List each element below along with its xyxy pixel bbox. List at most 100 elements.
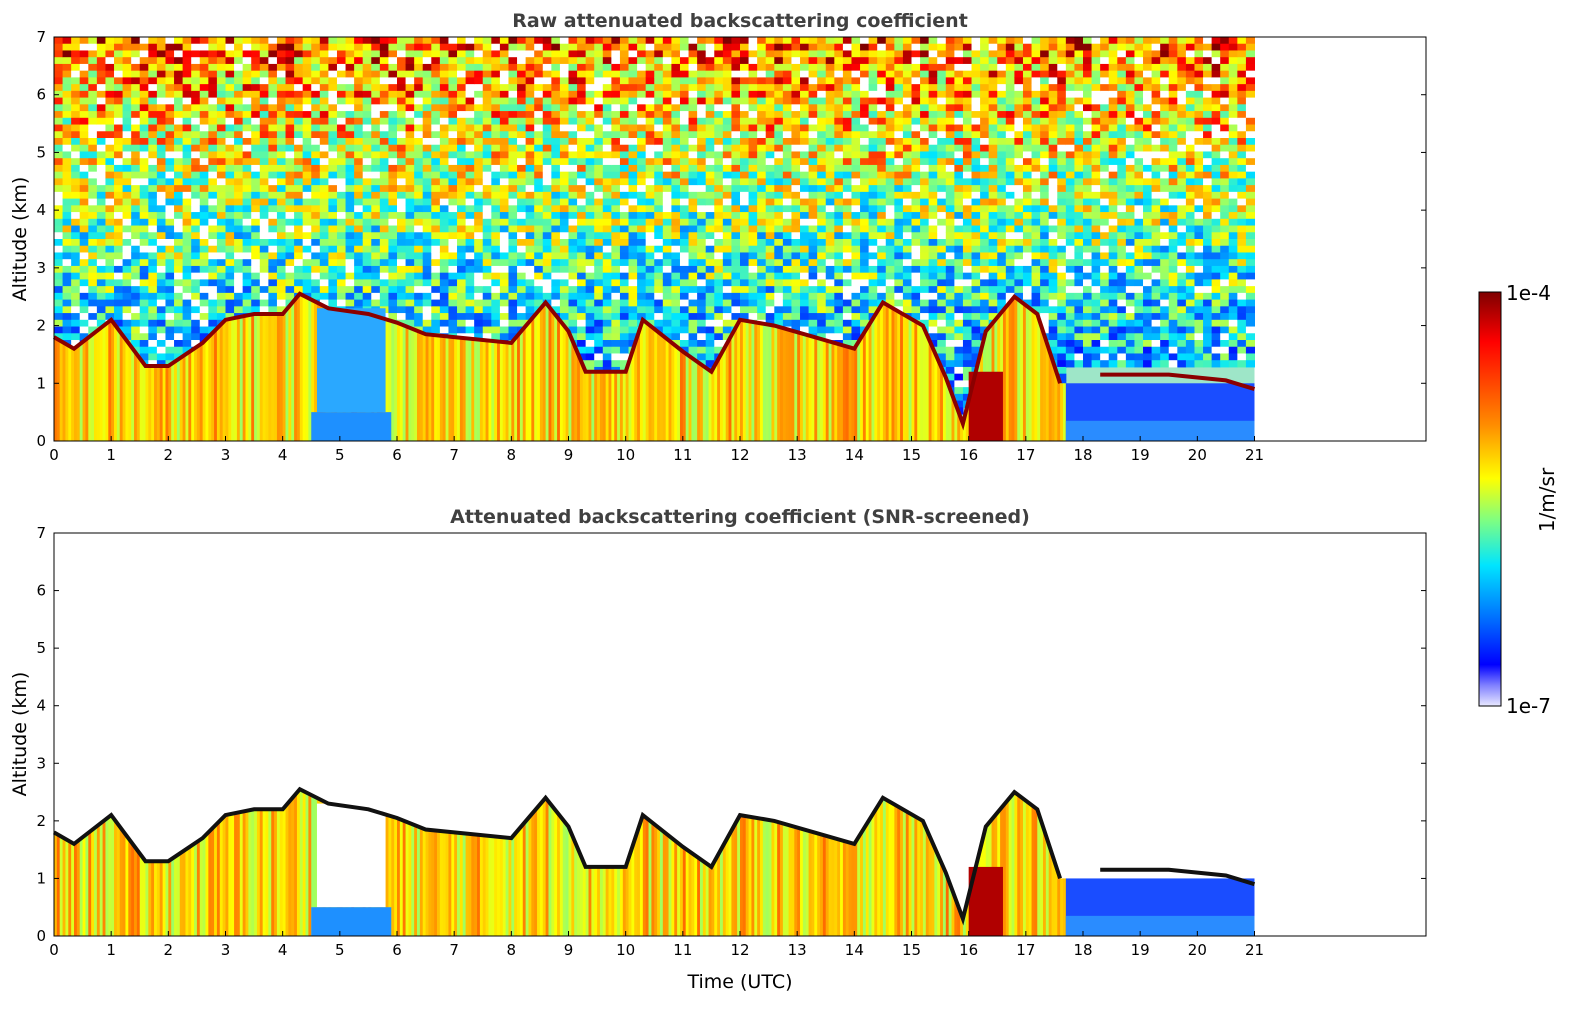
noise-cell bbox=[242, 90, 252, 99]
noise-cell bbox=[637, 299, 647, 307]
noise-cell bbox=[397, 57, 407, 65]
noise-cell bbox=[611, 225, 621, 233]
noise-cell bbox=[422, 205, 432, 213]
noise-cell bbox=[559, 299, 569, 307]
noise-cell bbox=[671, 90, 681, 99]
noise-cell bbox=[731, 63, 741, 72]
noise-cell bbox=[860, 239, 870, 247]
noise-cell bbox=[765, 185, 775, 193]
noise-cell bbox=[422, 252, 432, 260]
noise-cell bbox=[697, 292, 707, 301]
noise-cell bbox=[628, 185, 638, 193]
noise-cell bbox=[885, 212, 895, 220]
noise-cell bbox=[96, 225, 106, 233]
noise-cell bbox=[362, 218, 372, 227]
noise-cell bbox=[148, 151, 158, 159]
noise-cell bbox=[902, 57, 912, 65]
noise-cell bbox=[379, 265, 389, 274]
noise-cell bbox=[508, 43, 518, 51]
noise-cell bbox=[88, 111, 98, 119]
noise-cell bbox=[654, 178, 664, 186]
noise-cell bbox=[860, 63, 870, 72]
noise-cell bbox=[928, 319, 938, 328]
noise-cell bbox=[679, 84, 690, 92]
noise-cell bbox=[714, 245, 724, 253]
noise-cell bbox=[482, 57, 492, 65]
noise-cell bbox=[688, 77, 698, 85]
noise-cell bbox=[199, 306, 209, 314]
noise-cell bbox=[225, 50, 235, 58]
noise-cell bbox=[345, 191, 355, 200]
noise-cell bbox=[679, 185, 690, 193]
noise-cell bbox=[808, 252, 818, 260]
noise-cell bbox=[191, 212, 201, 220]
noise-cell bbox=[868, 306, 878, 314]
noise-cell bbox=[808, 124, 818, 132]
noise-cell bbox=[499, 265, 509, 274]
noise-cell bbox=[354, 70, 364, 78]
noise-cell bbox=[971, 185, 981, 193]
noise-cell bbox=[491, 124, 501, 132]
noise-cell bbox=[319, 245, 329, 253]
noise-cell bbox=[594, 77, 604, 85]
noise-cell bbox=[619, 117, 630, 126]
noise-cell bbox=[757, 104, 767, 112]
noise-cell bbox=[997, 178, 1007, 186]
noise-cell bbox=[422, 97, 432, 105]
noise-cell bbox=[800, 252, 810, 260]
noise-cell bbox=[654, 212, 664, 220]
noise-cell bbox=[354, 205, 364, 213]
noise-cell bbox=[276, 164, 287, 173]
noise-cell bbox=[165, 319, 175, 328]
noise-cell bbox=[534, 104, 544, 112]
noise-cell bbox=[139, 191, 149, 200]
noise-cell bbox=[122, 158, 132, 166]
noise-cell bbox=[199, 104, 209, 112]
noise-cell bbox=[199, 279, 209, 287]
noise-cell bbox=[251, 225, 261, 233]
noise-cell bbox=[825, 70, 835, 78]
noise-cell bbox=[877, 286, 887, 294]
noise-cell bbox=[311, 43, 321, 51]
noise-cell bbox=[962, 131, 973, 139]
noise-cell bbox=[234, 124, 244, 132]
noise-cell bbox=[920, 124, 930, 132]
noise-cell bbox=[980, 104, 990, 112]
noise-cell bbox=[71, 138, 81, 146]
noise-cell bbox=[276, 97, 287, 105]
noise-cell bbox=[988, 104, 998, 112]
noise-cell bbox=[800, 124, 810, 132]
noise-cell bbox=[877, 232, 887, 240]
noise-cell bbox=[482, 124, 492, 132]
noise-cell bbox=[388, 252, 398, 260]
noise-cell bbox=[54, 286, 64, 294]
noise-cell bbox=[54, 57, 64, 65]
noise-cell bbox=[491, 37, 501, 45]
noise-cell bbox=[397, 245, 407, 253]
noise-cell bbox=[199, 158, 209, 166]
noise-cell bbox=[62, 138, 72, 146]
noise-cell bbox=[491, 299, 501, 307]
noise-cell bbox=[182, 313, 192, 321]
noise-cell bbox=[800, 205, 810, 213]
noise-cell bbox=[182, 77, 192, 85]
noise-cell bbox=[208, 185, 218, 193]
noise-cell bbox=[731, 178, 741, 186]
noise-cell bbox=[345, 164, 355, 173]
noise-cell bbox=[860, 37, 870, 45]
noise-cell bbox=[671, 164, 681, 173]
noise-cell bbox=[679, 70, 690, 78]
noise-cell bbox=[208, 225, 218, 233]
noise-cell bbox=[559, 111, 569, 119]
noise-cell bbox=[954, 63, 964, 72]
noise-cell bbox=[448, 117, 458, 126]
noise-cell bbox=[345, 279, 355, 287]
noise-cell bbox=[662, 218, 672, 227]
noise-cell bbox=[722, 292, 732, 301]
noise-cell bbox=[619, 171, 630, 179]
noise-cell bbox=[148, 63, 158, 72]
noise-cell bbox=[997, 164, 1007, 173]
noise-cell bbox=[842, 218, 852, 227]
noise-cell bbox=[491, 313, 501, 321]
noise-cell bbox=[302, 259, 312, 267]
